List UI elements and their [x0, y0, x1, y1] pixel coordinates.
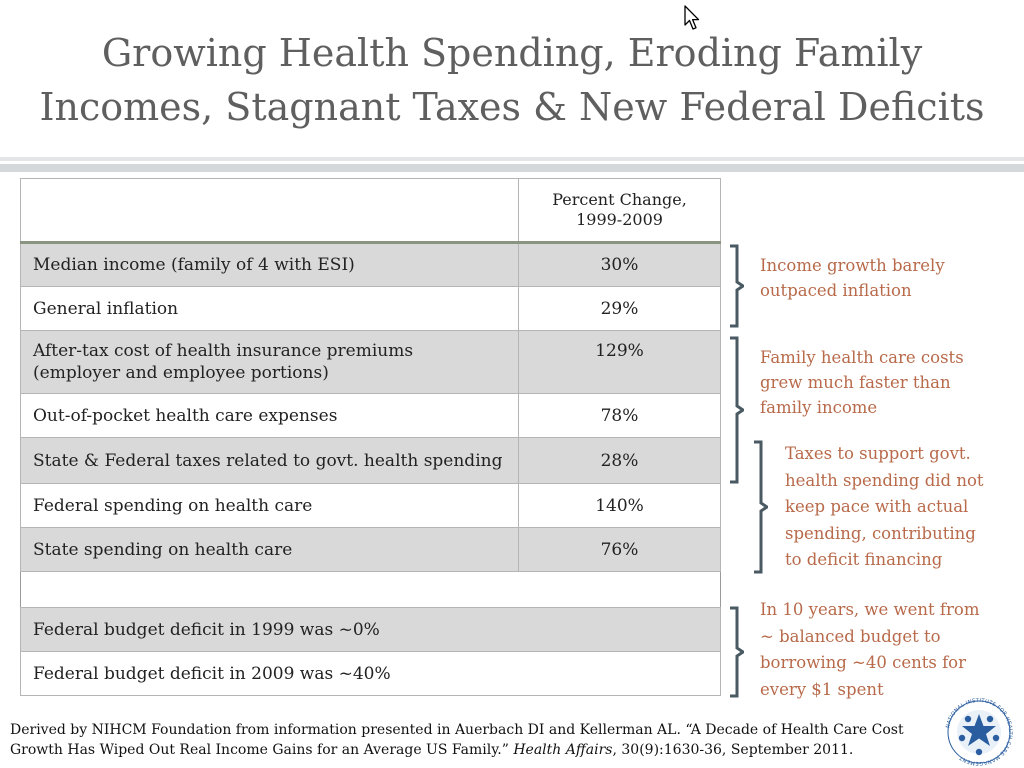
note-line: grew much faster than [760, 373, 951, 392]
title-divider-thick [0, 164, 1024, 172]
row-value: 129% [518, 330, 721, 394]
note-line: ~ balanced budget to [760, 626, 941, 646]
note-line: outpaced inflation [760, 281, 912, 300]
table-spacer-row [20, 571, 721, 608]
note-line: every $1 spent [760, 679, 884, 699]
header-value-cell: Percent Change, 1999-2009 [518, 178, 721, 244]
bracket-income [730, 244, 744, 328]
table-row: After-tax cost of health insurance premi… [20, 330, 721, 394]
title-line-1: Growing Health Spending, Eroding Family [101, 31, 923, 75]
row-value: 140% [518, 483, 721, 528]
table-row: State spending on health care 76% [20, 527, 721, 572]
bracket-deficit [730, 606, 744, 698]
note-taxes: Taxes to support govt. health spending d… [785, 441, 984, 574]
table-row: Federal budget deficit in 1999 was ~0% [20, 607, 721, 652]
mouse-pointer-icon [684, 5, 700, 30]
row-label: State spending on health care [20, 527, 519, 572]
note-income: Income growth barely outpaced inflation [760, 253, 945, 303]
title-line-2: Incomes, Stagnant Taxes & New Federal De… [39, 85, 985, 129]
table-row: Median income (family of 4 with ESI) 30% [20, 242, 721, 287]
note-line: health spending did not [785, 470, 984, 490]
spacer-cell [20, 571, 721, 608]
note-line: to deficit financing [785, 550, 943, 569]
row-label: Federal spending on health care [20, 483, 519, 528]
citation-journal: Health Affairs [513, 742, 613, 758]
note-line: Income growth barely [760, 256, 945, 275]
slide-title: Growing Health Spending, Eroding Family … [0, 26, 1024, 134]
note-line: In 10 years, we went from [760, 600, 980, 619]
table-row: Federal spending on health care 140% [20, 483, 721, 528]
note-deficit: In 10 years, we went from ~ balanced bud… [760, 597, 980, 703]
table-row: State & Federal taxes related to govt. h… [20, 437, 721, 484]
note-line: borrowing ~40 cents for [760, 653, 967, 672]
row-label: Out-of-pocket health care expenses [20, 393, 519, 438]
source-citation: Derived by NIHCM Foundation from informa… [10, 720, 930, 760]
citation-line-2-end: , 30(9):1630-36, September 2011. [612, 742, 854, 758]
row-label: Federal budget deficit in 1999 was ~0% [20, 607, 721, 652]
title-divider-thin [0, 157, 1024, 161]
row-label-line-1: After-tax cost of health insurance premi… [33, 341, 414, 361]
row-label-line-2: (employer and employee portions) [33, 363, 329, 383]
row-value: 28% [518, 437, 721, 484]
row-label: Federal budget deficit in 2009 was ~40% [20, 651, 721, 696]
row-label: After-tax cost of health insurance premi… [20, 330, 519, 394]
note-line: Taxes to support govt. [785, 444, 971, 463]
header-label-cell [20, 178, 519, 244]
row-value: 29% [518, 286, 721, 331]
table-row: Federal budget deficit in 2009 was ~40% [20, 651, 721, 696]
row-label: State & Federal taxes related to govt. h… [20, 437, 519, 484]
table-row: General inflation 29% [20, 286, 721, 331]
citation-line-2-start: Growth Has Wiped Out Real Income Gains f… [10, 742, 509, 758]
row-label: General inflation [20, 286, 519, 331]
note-family-costs: Family health care costs grew much faste… [760, 345, 964, 420]
table-row: Out-of-pocket health care expenses 78% [20, 393, 721, 438]
note-line: spending, contributing [785, 523, 976, 543]
note-line: keep pace with actual [785, 497, 969, 516]
bracket-taxes [754, 440, 768, 574]
spending-table: Percent Change, 1999-2009 Median income … [20, 178, 721, 696]
row-value: 30% [518, 242, 721, 287]
header-value-line-1: Percent Change, [552, 190, 687, 209]
citation-line-1: Derived by NIHCM Foundation from informa… [10, 722, 904, 738]
header-value-line-2: 1999-2009 [576, 210, 663, 229]
nihcm-logo-icon: NATIONAL INSTITUTE FOR HEALTH CARE MANAG… [945, 698, 1013, 766]
note-line: Family health care costs [760, 348, 964, 367]
row-value: 78% [518, 393, 721, 438]
row-label: Median income (family of 4 with ESI) [20, 242, 519, 287]
row-value: 76% [518, 527, 721, 572]
table-header-row: Percent Change, 1999-2009 [20, 178, 721, 244]
note-line: family income [760, 398, 878, 417]
bracket-family-costs [730, 336, 744, 484]
